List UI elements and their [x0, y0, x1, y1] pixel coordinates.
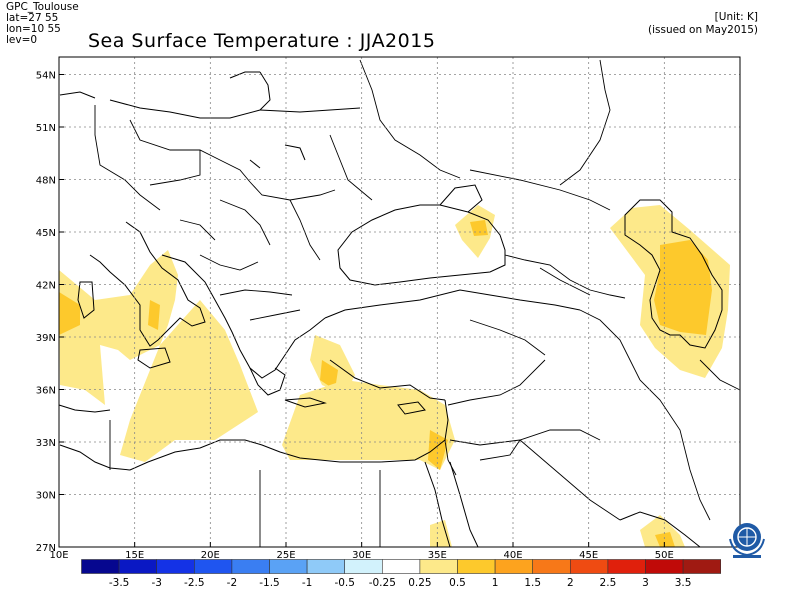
colorbar-label: -0.5	[334, 577, 355, 589]
lat-tick-label: 30N	[36, 491, 56, 502]
anomaly-region-tyrrhenian	[59, 250, 178, 405]
colorbar-box	[306, 559, 346, 574]
colorbar-labels: -3.5 -3 -2.5 -2 -1.5 -1 -0.5 -0.25 0.25 0.5 1 1.5 2 2…	[109, 577, 692, 589]
lat-tick-label: 42N	[36, 281, 56, 292]
colorbar-label: 3.5	[675, 577, 692, 589]
lon-tick-label: 30E	[352, 550, 371, 560]
colorbar-box	[607, 559, 646, 574]
colorbar-box	[569, 559, 609, 574]
colorbar-label: 0.25	[408, 577, 431, 589]
colorbar-box	[457, 559, 496, 574]
colorbar-box	[532, 559, 571, 574]
colorbar-box	[231, 559, 270, 574]
colorbar-label: -2	[227, 577, 237, 589]
colorbar-label: -1.5	[259, 577, 280, 589]
colorbar-label: 0.5	[449, 577, 466, 589]
anomaly-region-tyrrhenian-core2	[148, 300, 160, 330]
colorbar-box	[156, 559, 195, 574]
colorbar-label: 2	[567, 577, 574, 589]
colorbar-label: 1	[492, 577, 499, 589]
colorbar-label: -1	[302, 577, 312, 589]
center-name: GPC_Toulouse	[6, 1, 79, 13]
anomaly-region-tyrrhenian-core	[59, 292, 80, 335]
colorbar-box	[118, 559, 157, 574]
colorbar-label: -0.25	[369, 577, 396, 589]
colorbar-label: -3	[151, 577, 161, 589]
anomaly-region-aegean-core	[320, 360, 338, 390]
lon-tick-label: 10E	[49, 550, 68, 560]
colorbar-label: 2.5	[600, 577, 617, 589]
lon-tick-label: 25E	[276, 550, 295, 560]
colorbar-box	[645, 559, 684, 574]
lat-tick-label: 27N	[36, 543, 56, 554]
lat-tick-label: 36N	[36, 386, 56, 397]
anomaly-region-caspian-core	[654, 240, 712, 335]
colorbar-box	[269, 559, 308, 574]
colorbar-box	[344, 559, 383, 574]
lon-tick-label: 40E	[503, 550, 522, 560]
map-title: Sea Surface Temperature : JJA2015	[88, 30, 436, 52]
colorbar-box	[381, 559, 421, 574]
colorbar-box	[494, 559, 534, 574]
lat-tick-label: 54N	[36, 71, 56, 82]
lon-tick-label: 35E	[428, 550, 447, 560]
anomaly-region-persian-gulf-core	[655, 532, 675, 547]
unit-label: [Unit: K]	[714, 11, 758, 23]
lon-tick-label: 20E	[201, 550, 220, 560]
colorbar: -3.5 -3 -2.5 -2 -1.5 -1 -0.5 -0.25 0.25 0.5 1 1.5 2 2…	[81, 559, 721, 589]
anomaly-shading	[59, 205, 730, 547]
lat-tick-label: 45N	[36, 228, 56, 239]
colorbar-box	[81, 559, 120, 574]
colorbar-label: 1.5	[524, 577, 541, 589]
colorbar-label: -2.5	[184, 577, 205, 589]
graticule	[59, 57, 740, 547]
anomaly-region-levant-core	[428, 430, 448, 470]
lon-tick-label: 50E	[655, 550, 674, 560]
lon-range: lon=10 55	[6, 23, 61, 35]
country-borders	[94, 59, 741, 547]
anomaly-region-red-sea	[430, 520, 452, 547]
wmo-logo	[729, 523, 765, 558]
colorbar-label: -3.5	[109, 577, 130, 589]
lon-tick-label: 45E	[579, 550, 598, 560]
lat-tick-label: 48N	[36, 176, 56, 187]
lat-tick-label: 33N	[36, 438, 56, 449]
issued-label: (issued on May2015)	[647, 24, 758, 36]
map-frame	[58, 56, 741, 548]
lon-tick-label: 15E	[125, 550, 144, 560]
level-label: lev=0	[6, 34, 38, 46]
colorbar-box	[194, 559, 233, 574]
anomaly-region-ionian	[120, 300, 258, 462]
colorbar-label: 3	[642, 577, 649, 589]
colorbar-box	[682, 559, 721, 574]
lat-range: lat=27 55	[6, 12, 59, 24]
colorbar-boxes	[81, 559, 721, 574]
colorbar-box	[419, 559, 458, 574]
coastlines	[58, 71, 723, 548]
anomaly-region-persian-gulf	[640, 515, 685, 547]
lat-tick-label: 39N	[36, 333, 56, 344]
lat-tick-label: 51N	[36, 123, 56, 134]
